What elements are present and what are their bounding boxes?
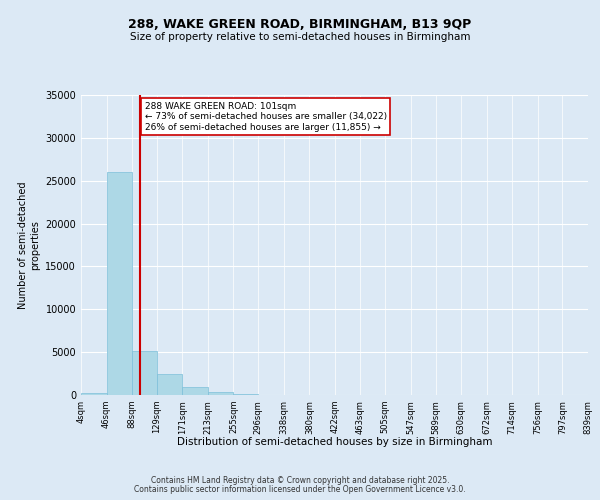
Text: Size of property relative to semi-detached houses in Birmingham: Size of property relative to semi-detach… bbox=[130, 32, 470, 42]
X-axis label: Distribution of semi-detached houses by size in Birmingham: Distribution of semi-detached houses by … bbox=[177, 436, 492, 446]
Y-axis label: Number of semi-detached
properties: Number of semi-detached properties bbox=[18, 181, 40, 309]
Text: 288 WAKE GREEN ROAD: 101sqm
← 73% of semi-detached houses are smaller (34,022)
2: 288 WAKE GREEN ROAD: 101sqm ← 73% of sem… bbox=[145, 102, 387, 132]
Bar bbox=[208, 392, 233, 395]
Text: 288, WAKE GREEN ROAD, BIRMINGHAM, B13 9QP: 288, WAKE GREEN ROAD, BIRMINGHAM, B13 9Q… bbox=[128, 18, 472, 30]
Text: Contains public sector information licensed under the Open Government Licence v3: Contains public sector information licen… bbox=[134, 485, 466, 494]
Bar bbox=[157, 374, 182, 395]
Bar bbox=[132, 352, 157, 395]
Bar bbox=[107, 172, 132, 395]
Text: Contains HM Land Registry data © Crown copyright and database right 2025.: Contains HM Land Registry data © Crown c… bbox=[151, 476, 449, 485]
Bar bbox=[233, 394, 258, 395]
Bar bbox=[182, 387, 208, 395]
Bar bbox=[81, 394, 107, 395]
